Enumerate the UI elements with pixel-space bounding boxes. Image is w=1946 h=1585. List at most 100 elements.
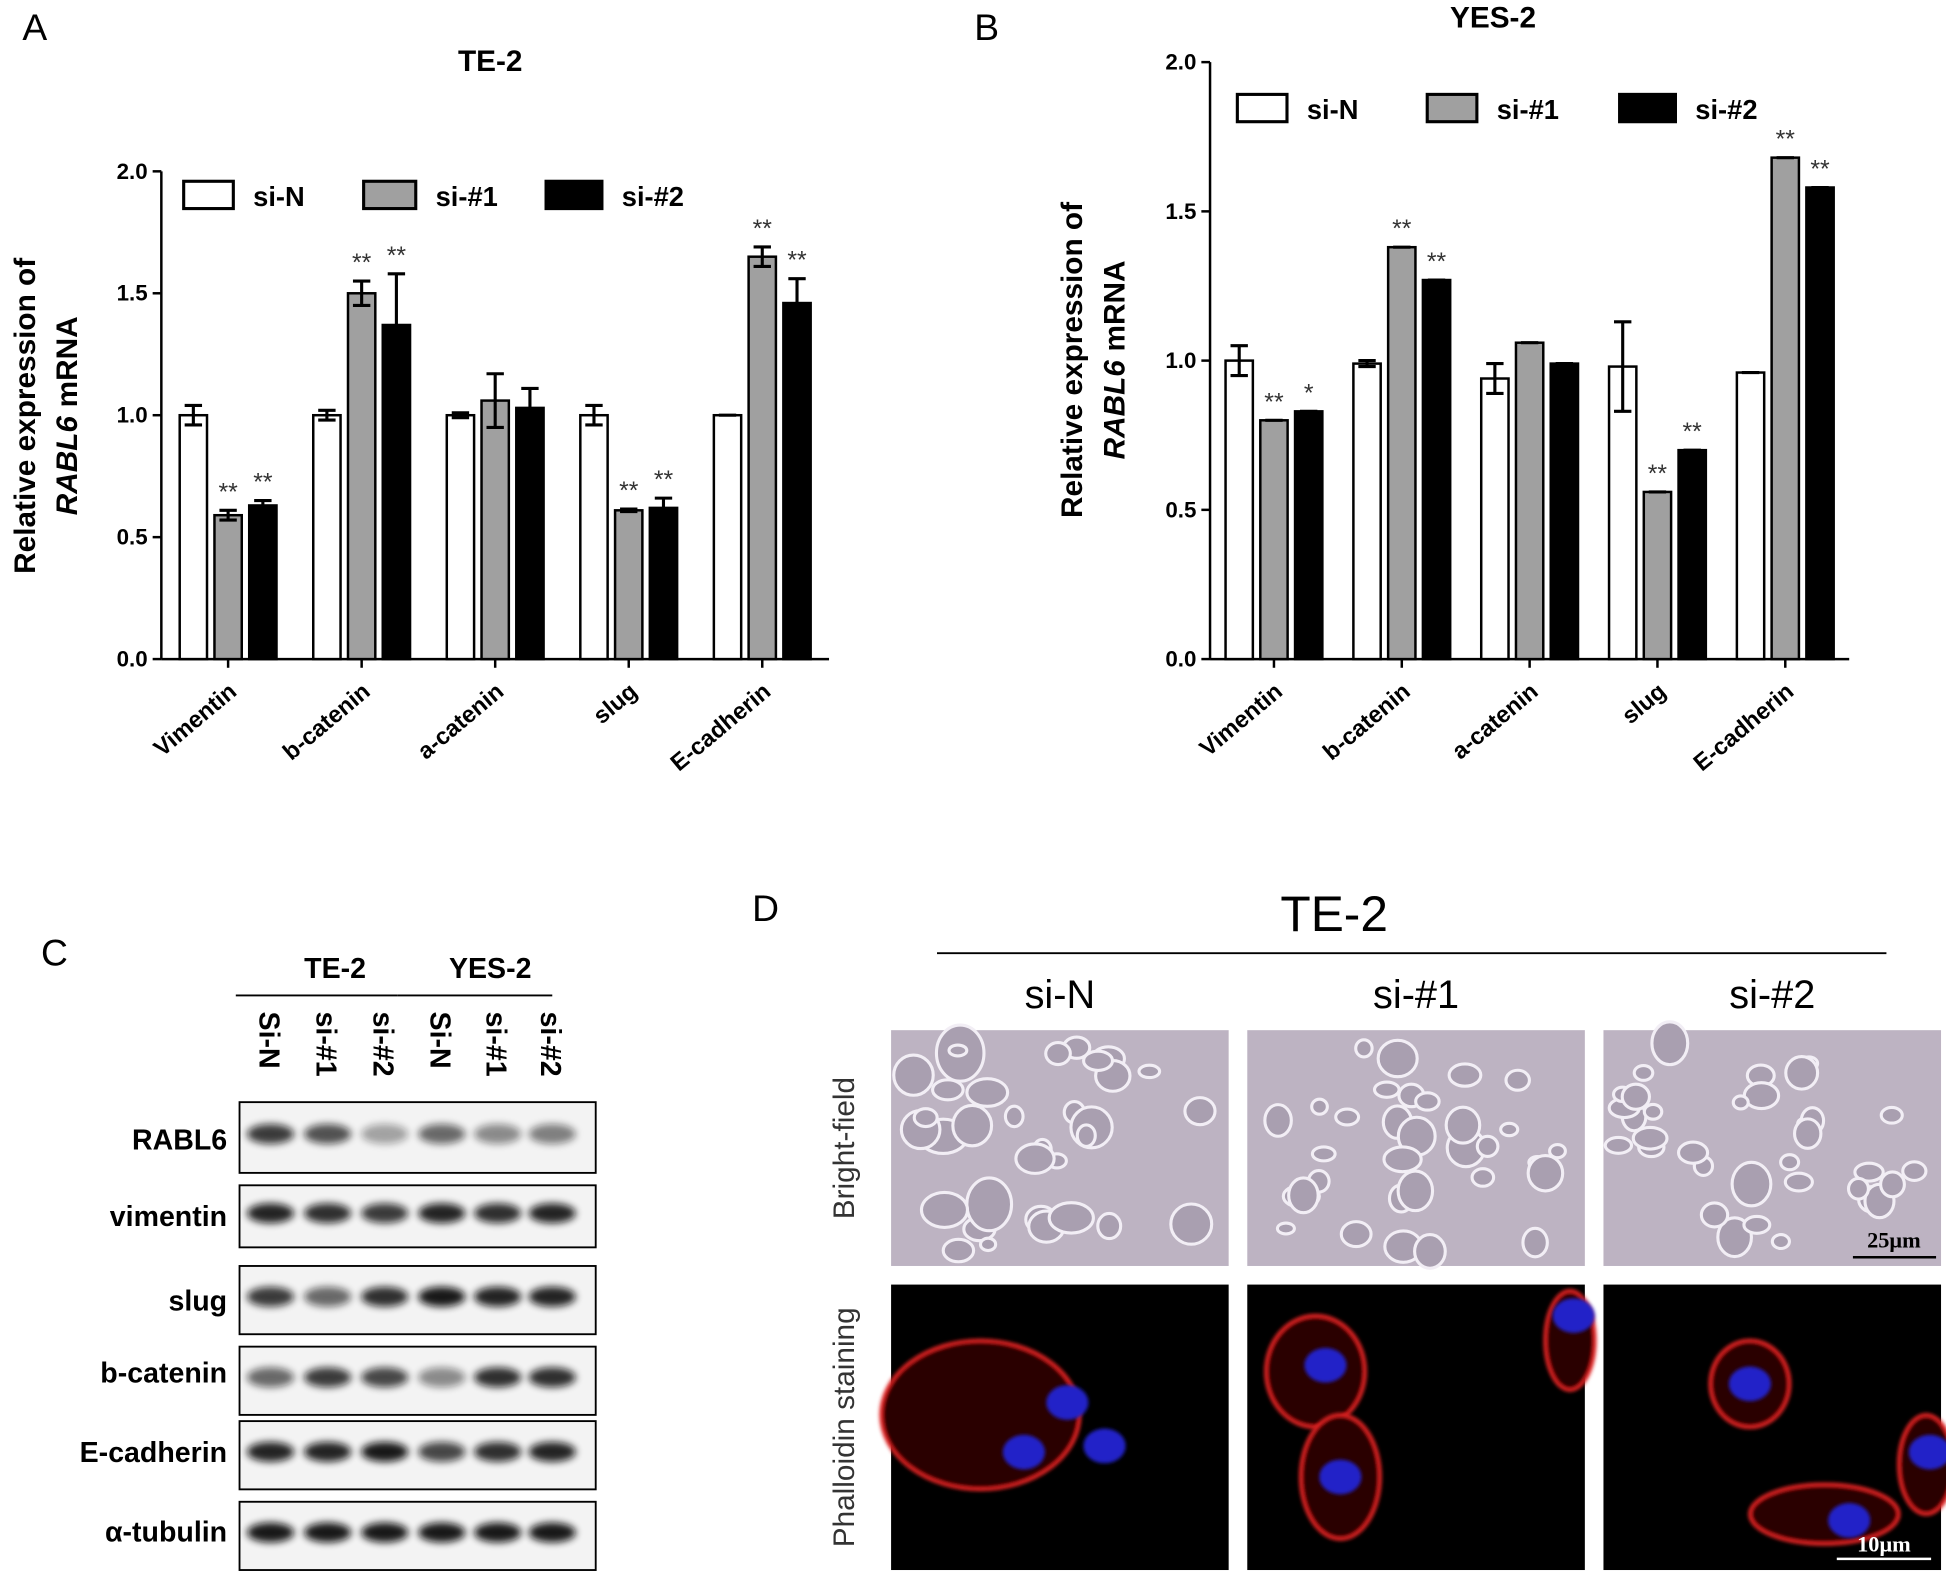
error-bar xyxy=(318,408,336,422)
bar xyxy=(712,413,743,661)
error-bar xyxy=(1486,362,1504,395)
blot-band xyxy=(418,1441,466,1462)
row-label: Phalloidin staining xyxy=(828,1307,861,1547)
error-bar xyxy=(654,496,673,520)
blot-band xyxy=(418,1286,466,1307)
bar xyxy=(613,509,644,661)
bar xyxy=(782,301,812,661)
blot-band xyxy=(474,1286,522,1307)
cell xyxy=(1521,1226,1549,1259)
error-bar xyxy=(451,411,470,420)
nucleus xyxy=(1304,1347,1347,1383)
y-tick-label: 0.0 xyxy=(1165,647,1196,672)
cell xyxy=(1382,1145,1423,1174)
y-axis-label: Relative expression of xyxy=(9,258,42,574)
cell xyxy=(931,1078,965,1102)
blot-band xyxy=(528,1124,576,1144)
cell xyxy=(1444,1105,1482,1145)
blot-band xyxy=(304,1286,352,1307)
bar xyxy=(1421,278,1452,661)
blot-band xyxy=(304,1441,352,1462)
x-tick-label: b-catenin xyxy=(278,678,375,765)
cell xyxy=(1047,1201,1095,1235)
lane-label: Si-N xyxy=(424,1012,456,1069)
y-axis-label-unit: mRNA xyxy=(51,316,84,407)
significance: ** xyxy=(1392,216,1412,243)
blot-band xyxy=(246,1286,295,1307)
bar xyxy=(247,504,278,661)
significance: ** xyxy=(1264,389,1284,416)
bar xyxy=(1514,341,1545,661)
legend-swatch xyxy=(362,179,418,211)
row-label: Bright-field xyxy=(828,1077,861,1219)
error-bar xyxy=(585,403,603,427)
bar xyxy=(312,413,342,661)
bar xyxy=(1677,448,1708,661)
blot-row-label: slug xyxy=(168,1286,227,1318)
bar xyxy=(1770,156,1801,661)
lane-label: Si-N xyxy=(252,1012,284,1069)
bar xyxy=(346,292,377,661)
cell xyxy=(1784,1054,1820,1091)
blot-row-label: vimentin xyxy=(110,1201,227,1233)
x-tick-label: a-catenin xyxy=(412,678,508,764)
x-tick-label: b-catenin xyxy=(1318,678,1415,765)
bar xyxy=(1735,371,1766,661)
chart-title: TE-2 xyxy=(458,45,523,78)
cell xyxy=(1699,1201,1730,1229)
panel-label: B xyxy=(974,6,999,48)
cell xyxy=(1470,1167,1496,1188)
blot-band xyxy=(246,1522,295,1543)
blot-band xyxy=(418,1367,466,1388)
blot-band xyxy=(361,1441,409,1462)
cell xyxy=(1901,1160,1928,1182)
blot-band xyxy=(246,1441,295,1462)
cell xyxy=(941,1237,976,1264)
bar xyxy=(747,255,778,661)
blot-band xyxy=(474,1522,522,1543)
y-tick-label: 0.5 xyxy=(117,525,148,550)
y-tick-label: 1.5 xyxy=(117,281,148,306)
blot-band xyxy=(418,1124,466,1144)
cell xyxy=(1631,1125,1669,1151)
blot-band xyxy=(361,1203,409,1224)
bar xyxy=(1549,362,1580,661)
bar xyxy=(178,413,209,661)
legend-swatch xyxy=(1235,92,1289,124)
blot-band xyxy=(304,1522,352,1543)
bar xyxy=(1386,245,1417,661)
blot-band xyxy=(361,1286,409,1307)
cell xyxy=(1263,1103,1293,1138)
significance: ** xyxy=(787,248,807,275)
cell xyxy=(1504,1068,1531,1092)
blot-row-label: b-catenin xyxy=(100,1358,227,1390)
y-tick-label: 1.0 xyxy=(1165,348,1196,373)
blot-band xyxy=(246,1203,295,1224)
y-tick-label: 0.5 xyxy=(1165,497,1196,522)
significance: ** xyxy=(253,470,273,497)
lane-label: si-#2 xyxy=(534,1012,566,1077)
blot-band xyxy=(418,1203,466,1224)
blot-row-label: RABL6 xyxy=(132,1124,227,1156)
cell xyxy=(1082,1049,1115,1072)
imaging-title: TE-2 xyxy=(1280,886,1388,942)
scale-bar-label: 25μm xyxy=(1867,1227,1921,1252)
significance: ** xyxy=(1776,127,1796,154)
cell xyxy=(978,1236,998,1253)
cell xyxy=(1376,1038,1419,1079)
blot-group: TE-2 xyxy=(304,953,366,985)
blot-band xyxy=(361,1522,409,1543)
error-bar xyxy=(620,507,638,514)
blot-group: YES-2 xyxy=(449,953,531,985)
nucleus xyxy=(1002,1434,1045,1470)
blot-band xyxy=(528,1367,576,1388)
blot-band xyxy=(528,1522,576,1543)
cell xyxy=(912,1107,939,1129)
error-bar xyxy=(1230,344,1248,378)
bar xyxy=(1642,490,1673,661)
error-bar xyxy=(352,279,371,308)
blot-band xyxy=(528,1441,576,1462)
cell-outline xyxy=(879,1338,1082,1492)
cell xyxy=(1650,1020,1690,1067)
bar xyxy=(381,323,412,661)
